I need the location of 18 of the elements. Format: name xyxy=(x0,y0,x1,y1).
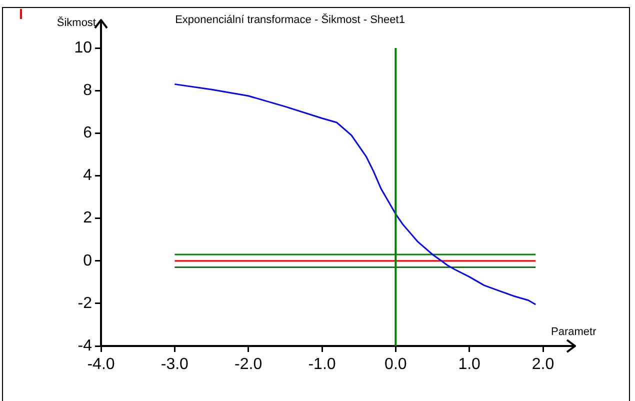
x-tick-label: 2.0 xyxy=(532,356,554,374)
y-axis-title: Šikmost xyxy=(56,16,96,30)
y-tick-label: -2 xyxy=(78,294,92,312)
y-tick-label: 0 xyxy=(83,252,92,270)
x-tick-label: -3.0 xyxy=(160,356,189,374)
x-tick-label: -4.0 xyxy=(87,356,115,374)
y-tick-label: 2 xyxy=(83,210,92,227)
x-tick-label: -2.0 xyxy=(234,356,262,374)
x-tick-label: 0.0 xyxy=(384,356,407,374)
chart-title: Exponenciální transformace - Šikmost - Sheet1 xyxy=(175,13,405,26)
x-axis-title: Parametr xyxy=(551,326,597,338)
y-tick-label: 10 xyxy=(74,39,92,56)
x-tick-label: 1.0 xyxy=(458,356,481,374)
x-tick-label: -1.0 xyxy=(308,356,336,374)
y-tick-label: -4 xyxy=(78,337,92,354)
y-tick-label: 6 xyxy=(83,124,92,142)
y-tick-label: 8 xyxy=(83,82,92,99)
y-tick-label: 4 xyxy=(83,167,92,184)
